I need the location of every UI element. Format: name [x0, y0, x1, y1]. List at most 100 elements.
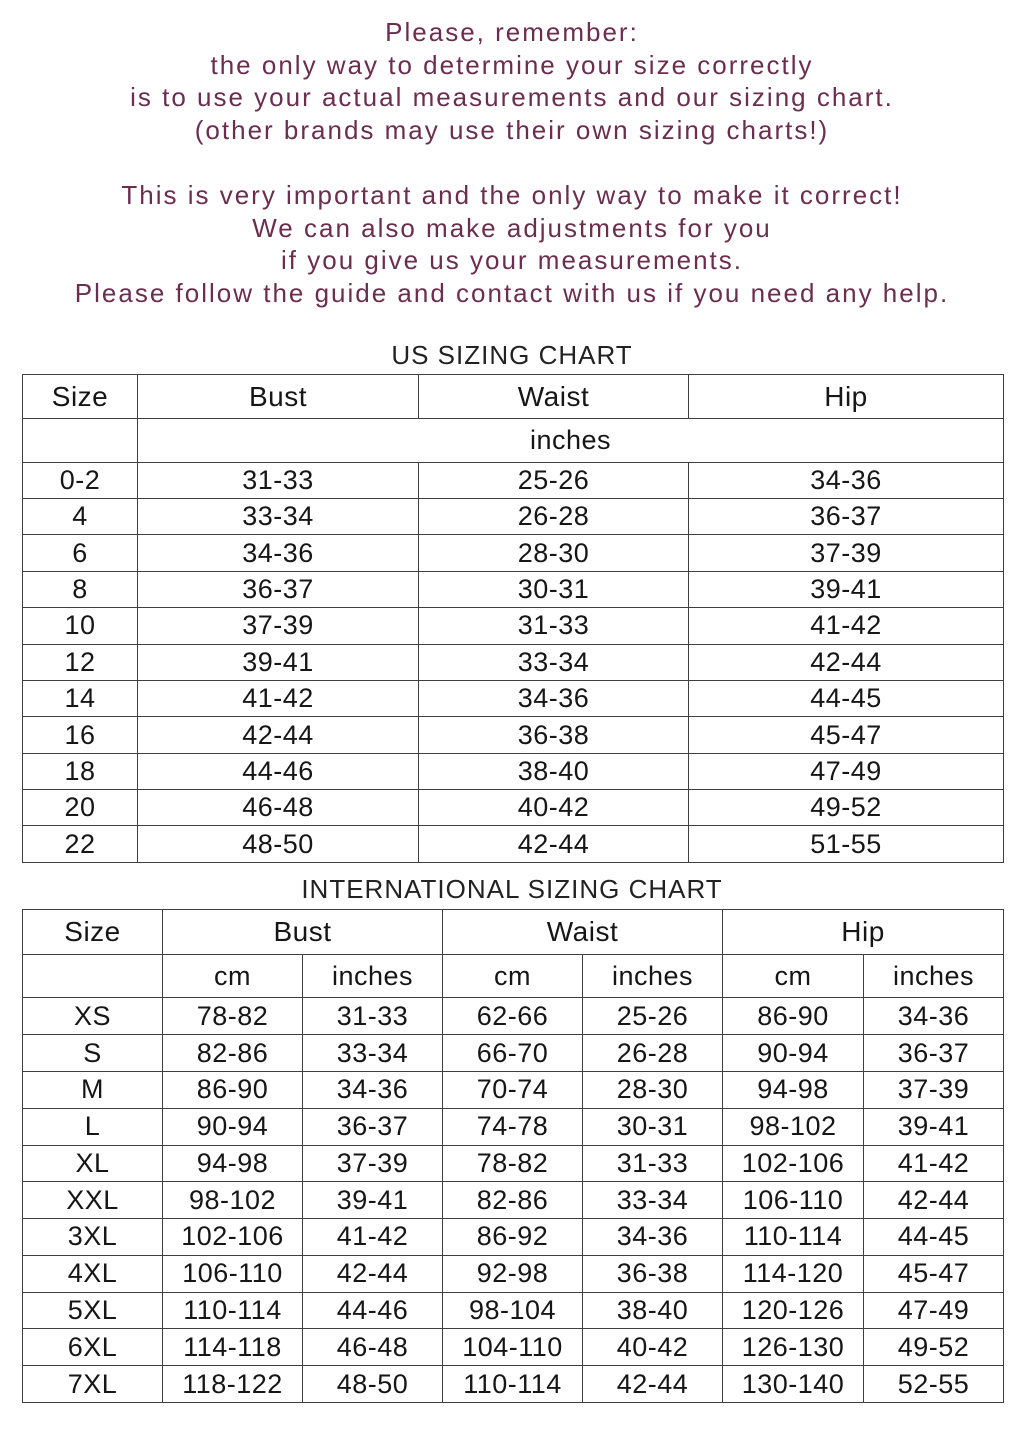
cell-size: 7XL	[22, 1365, 163, 1403]
intro-line: We can also make adjustments for you	[252, 212, 772, 243]
cell-waist_cm: 82-86	[442, 1181, 583, 1220]
cell-waist_in: 30-31	[582, 1107, 723, 1146]
table-row: 8 36-37 30-31 39-41	[22, 570, 1004, 609]
cell-waist_cm: 86-92	[442, 1218, 583, 1256]
cell-bust_in: 36-37	[302, 1107, 443, 1146]
us-sizing-table: Size Bust Waist Hip inches 0-2 31-33 25-26…	[22, 373, 1004, 863]
cell-hip_cm: 102-106	[722, 1144, 864, 1183]
cell-bust_cm: 98-102	[162, 1181, 303, 1220]
cell-bust_cm: 82-86	[162, 1034, 303, 1073]
cell-size: XS	[22, 997, 163, 1036]
cell-hip_cm: 90-94	[722, 1034, 864, 1073]
table-row: L 90-94 36-37 74-78 30-31 98-102 39-41	[22, 1107, 1005, 1146]
units-row: inches	[22, 418, 1004, 463]
cell-size: 12	[22, 643, 138, 681]
cell-size: 20	[22, 789, 138, 827]
unit-label-cm: cm	[722, 953, 864, 999]
cell-hip_in: 52-55	[862, 1365, 1005, 1403]
table-row: 0-2 31-33 25-26 34-36	[22, 461, 1004, 499]
cell-hip: 44-45	[688, 679, 1004, 718]
table-row: 3XL 102-106 41-42 86-92 34-36 110-114 44-45	[22, 1218, 1005, 1256]
cell-size: 0-2	[22, 461, 138, 499]
cell-hip: 41-42	[688, 607, 1004, 645]
unit-label-cm: cm	[162, 953, 303, 999]
cell-waist_cm: 110-114	[442, 1365, 583, 1403]
col-header-size: Size	[22, 373, 138, 420]
cell-hip_in: 36-37	[862, 1034, 1005, 1073]
table-row: 4 33-34 26-28 36-37	[22, 497, 1004, 536]
cell-bust: 36-37	[137, 570, 419, 609]
cell-waist: 33-34	[418, 643, 689, 681]
cell-waist: 40-42	[418, 789, 689, 827]
cell-hip_in: 49-52	[862, 1328, 1005, 1367]
cell-hip_in: 42-44	[862, 1181, 1005, 1220]
cell-waist_in: 33-34	[582, 1181, 723, 1220]
table-row: 12 39-41 33-34 42-44	[22, 643, 1004, 681]
intro-line: (other brands may use their own sizing c…	[194, 114, 830, 145]
cell-hip: 36-37	[688, 497, 1004, 536]
table-row: 18 44-46 38-40 47-49	[22, 752, 1004, 791]
cell-bust: 34-36	[137, 534, 419, 572]
table-row: 6XL 114-118 46-48 104-110 40-42 126-130 49-52	[22, 1328, 1005, 1367]
cell-size: XL	[22, 1144, 163, 1183]
cell-waist: 38-40	[418, 752, 689, 791]
intro-line: This is very important and the only way …	[121, 180, 903, 210]
cell-hip_in: 41-42	[862, 1144, 1005, 1183]
cell-waist_in: 40-42	[582, 1328, 723, 1367]
cell-size: 16	[22, 716, 138, 754]
empty-cell	[22, 418, 138, 463]
cell-hip_cm: 98-102	[722, 1107, 864, 1146]
cell-bust_in: 37-39	[302, 1144, 443, 1183]
col-header-size: Size	[22, 909, 163, 955]
cell-hip_in: 34-36	[862, 997, 1005, 1036]
table-row: XS 78-82 31-33 62-66 25-26 86-90 34-36	[22, 997, 1005, 1036]
empty-cell	[22, 953, 163, 999]
cell-hip_in: 37-39	[862, 1071, 1005, 1109]
cell-bust_in: 44-46	[302, 1291, 443, 1330]
table-row: 10 37-39 31-33 41-42	[22, 607, 1004, 645]
cell-bust: 42-44	[137, 716, 419, 754]
cell-hip_in: 44-45	[862, 1218, 1005, 1256]
cell-bust_cm: 114-118	[162, 1328, 303, 1367]
cell-bust_cm: 110-114	[162, 1291, 303, 1330]
cell-waist_in: 34-36	[582, 1218, 723, 1256]
table-row: 6 34-36 28-30 37-39	[22, 534, 1004, 572]
cell-size: 5XL	[22, 1291, 163, 1330]
cell-hip_cm: 130-140	[722, 1365, 864, 1403]
cell-waist_in: 42-44	[582, 1365, 723, 1403]
col-header-waist: Waist	[418, 373, 689, 420]
col-header-bust: Bust	[137, 373, 419, 420]
cell-bust_cm: 90-94	[162, 1107, 303, 1146]
table-row: 22 48-50 42-44 51-55	[22, 825, 1004, 863]
cell-bust_in: 46-48	[302, 1328, 443, 1367]
cell-hip: 39-41	[688, 570, 1004, 609]
cell-hip_cm: 120-126	[722, 1291, 864, 1330]
cell-size: L	[22, 1107, 163, 1146]
cell-waist_in: 25-26	[582, 997, 723, 1036]
cell-size: 18	[22, 752, 138, 791]
cell-waist_cm: 74-78	[442, 1107, 583, 1146]
cell-waist_cm: 70-74	[442, 1071, 583, 1109]
cell-waist: 31-33	[418, 607, 689, 645]
cell-hip: 37-39	[688, 534, 1004, 572]
unit-label-inches: inches	[862, 953, 1005, 999]
cell-waist: 42-44	[418, 825, 689, 863]
table-row: 5XL 110-114 44-46 98-104 38-40 120-126 47-49	[22, 1291, 1005, 1330]
cell-waist_cm: 62-66	[442, 997, 583, 1036]
table-row: 14 41-42 34-36 44-45	[22, 679, 1004, 718]
unit-label-cm: cm	[442, 953, 583, 999]
cell-size: 3XL	[22, 1218, 163, 1256]
table-row: S 82-86 33-34 66-70 26-28 90-94 36-37	[22, 1034, 1005, 1073]
cell-bust: 41-42	[137, 679, 419, 718]
cell-hip_cm: 106-110	[722, 1181, 864, 1220]
table-row: 16 42-44 36-38 45-47	[22, 716, 1004, 754]
cell-bust: 31-33	[137, 461, 419, 499]
cell-size: XXL	[22, 1181, 163, 1220]
cell-hip_cm: 86-90	[722, 997, 864, 1036]
cell-bust: 48-50	[137, 825, 419, 863]
cell-size: 8	[22, 570, 138, 609]
cell-hip: 45-47	[688, 716, 1004, 754]
cell-hip: 42-44	[688, 643, 1004, 681]
units-row: cm inches cm inches cm inches	[22, 953, 1005, 999]
cell-waist: 26-28	[418, 497, 689, 536]
